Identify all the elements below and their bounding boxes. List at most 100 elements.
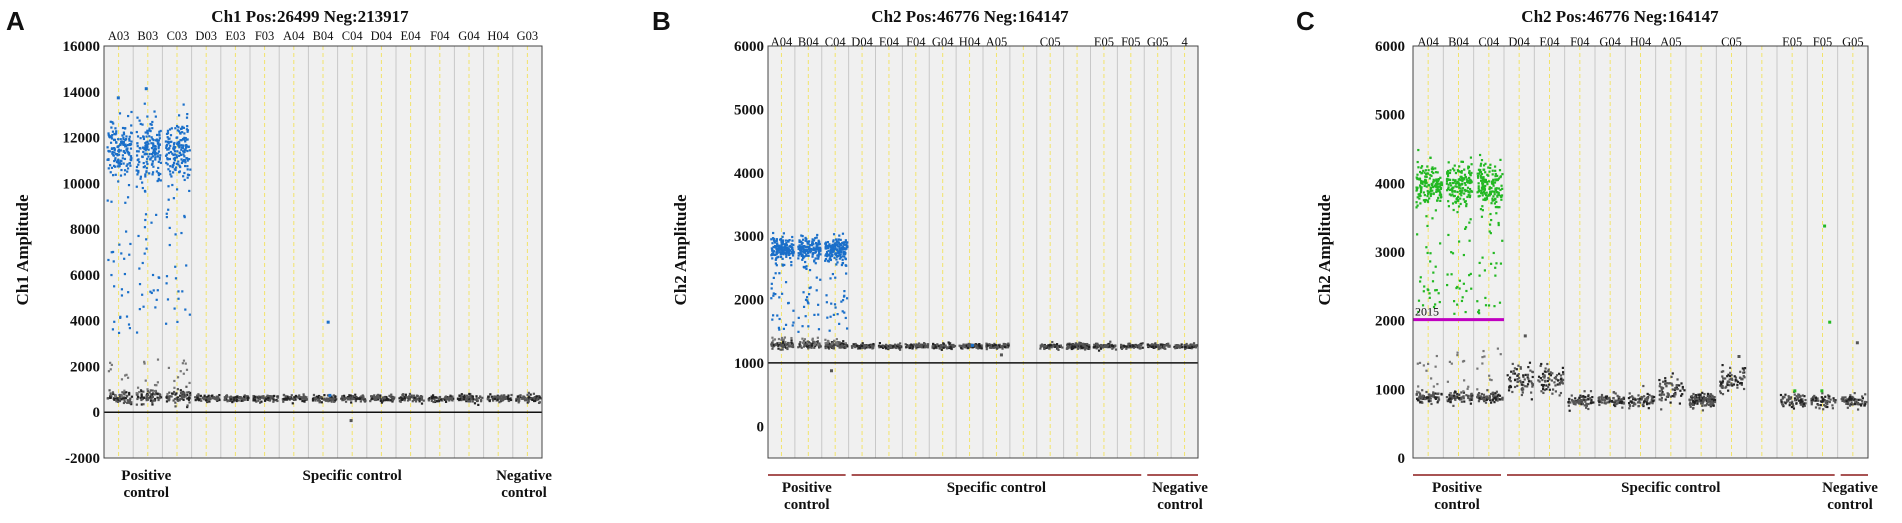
droplet-negative [1735, 379, 1738, 382]
droplet-positive [1479, 170, 1482, 174]
droplet-positive [1463, 188, 1467, 192]
droplet-negative [211, 397, 214, 400]
droplet-positive [1422, 199, 1426, 202]
droplet-rain [138, 267, 141, 270]
droplet-positive [1447, 161, 1450, 164]
well-label: A04 [771, 35, 793, 49]
droplet-rain [141, 261, 144, 265]
droplet-positive [153, 110, 156, 113]
droplet-negative [1066, 346, 1070, 349]
droplet-positive [801, 234, 804, 238]
droplet-negative [327, 400, 330, 403]
droplet-negative [1184, 346, 1187, 349]
droplet-rain [1456, 285, 1459, 289]
droplet-negative [331, 398, 334, 401]
droplet-positive [1429, 156, 1432, 159]
droplet-positive [159, 172, 162, 176]
droplet-rain [792, 321, 795, 324]
droplet-negative [1662, 393, 1666, 396]
droplet-negative [465, 394, 469, 397]
droplet-negative [1059, 344, 1062, 347]
droplet-negative [1448, 395, 1451, 399]
droplet-positive [153, 152, 156, 155]
droplet-positive [1492, 184, 1495, 187]
droplet-positive [773, 241, 777, 244]
droplet-negative [1453, 392, 1456, 395]
droplet-negative [985, 348, 988, 351]
droplet-positive [175, 154, 178, 157]
droplet-negative [1542, 375, 1545, 378]
droplet-positive [1454, 190, 1457, 193]
droplet-positive [128, 135, 131, 138]
droplet-negative [1053, 345, 1057, 348]
droplet-negative [1537, 375, 1541, 378]
droplet-negative [145, 399, 148, 402]
droplet-positive [834, 253, 837, 256]
droplet-positive [790, 243, 793, 246]
droplet-negative [965, 344, 968, 347]
droplet-negative [1429, 397, 1432, 400]
droplet-positive [182, 144, 185, 147]
droplet-negative [293, 396, 296, 399]
droplet-negative [1138, 347, 1141, 350]
droplet-positive [1419, 202, 1422, 205]
droplet-positive [1423, 180, 1426, 183]
droplet-positive [1419, 186, 1423, 189]
droplet-negative [1419, 394, 1422, 397]
droplet-positive [1479, 208, 1483, 211]
droplet-negative [1147, 345, 1150, 349]
droplet-negative [1470, 398, 1473, 402]
droplet-rain [802, 291, 805, 294]
droplet-positive [1484, 162, 1487, 165]
droplet-negative [444, 398, 447, 402]
droplet-negative [1646, 403, 1649, 406]
droplet-negative [1465, 394, 1468, 397]
droplet-rain-negative [181, 362, 184, 365]
group-label: control [1157, 497, 1203, 513]
droplet-negative [188, 391, 192, 395]
droplet-negative [852, 344, 855, 348]
droplet-positive [106, 158, 109, 161]
droplet-negative [1710, 400, 1714, 403]
droplet-positive [124, 127, 127, 130]
droplet-negative [899, 345, 902, 348]
droplet-positive [1487, 166, 1490, 169]
droplet-rain-negative [120, 395, 123, 398]
droplet-rain-negative [167, 366, 170, 369]
droplet-negative [533, 399, 536, 403]
droplet-negative [1041, 345, 1044, 348]
droplet-rain [129, 242, 132, 246]
droplet-positive [178, 164, 181, 167]
droplet-positive [129, 155, 132, 158]
droplet-negative [840, 344, 844, 347]
droplet-negative [1544, 367, 1547, 370]
droplet-positive [1481, 185, 1484, 188]
well-label: E04 [401, 29, 422, 43]
droplet-negative [1650, 395, 1653, 398]
droplet-positive [775, 257, 778, 260]
droplet-negative [209, 397, 212, 401]
y-tick-label: 2000 [1375, 314, 1405, 330]
droplet-negative [1679, 389, 1682, 392]
droplet-rain [120, 294, 124, 297]
droplet-negative [1454, 390, 1457, 394]
droplet-rain [137, 234, 140, 238]
droplet-negative [456, 397, 460, 400]
droplet-positive [148, 152, 151, 156]
droplet-rain [174, 265, 177, 268]
droplet-negative [118, 399, 122, 402]
droplet-negative [1122, 345, 1125, 349]
droplet-positive [824, 259, 827, 262]
droplet-rain [165, 282, 168, 285]
droplet-negative [948, 346, 951, 350]
droplet-negative [1660, 399, 1663, 402]
droplet-negative [917, 344, 920, 348]
droplet-positive [838, 245, 841, 248]
droplet-negative [388, 394, 391, 397]
droplet-positive [150, 142, 153, 145]
droplet-rain [825, 301, 828, 304]
droplet-positive [818, 242, 821, 246]
droplet-rain [778, 296, 781, 299]
droplet-negative [1512, 372, 1515, 375]
droplet-negative [188, 401, 191, 404]
